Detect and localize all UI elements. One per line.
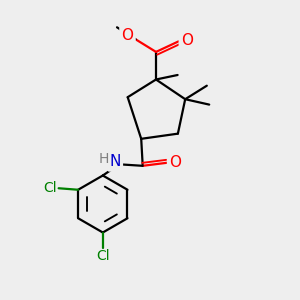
Text: O: O: [122, 28, 134, 43]
Text: Cl: Cl: [43, 181, 56, 195]
Text: O: O: [169, 155, 181, 170]
Text: H: H: [98, 152, 109, 166]
Text: N: N: [110, 154, 121, 169]
Text: O: O: [181, 33, 193, 48]
Text: Cl: Cl: [96, 250, 110, 263]
